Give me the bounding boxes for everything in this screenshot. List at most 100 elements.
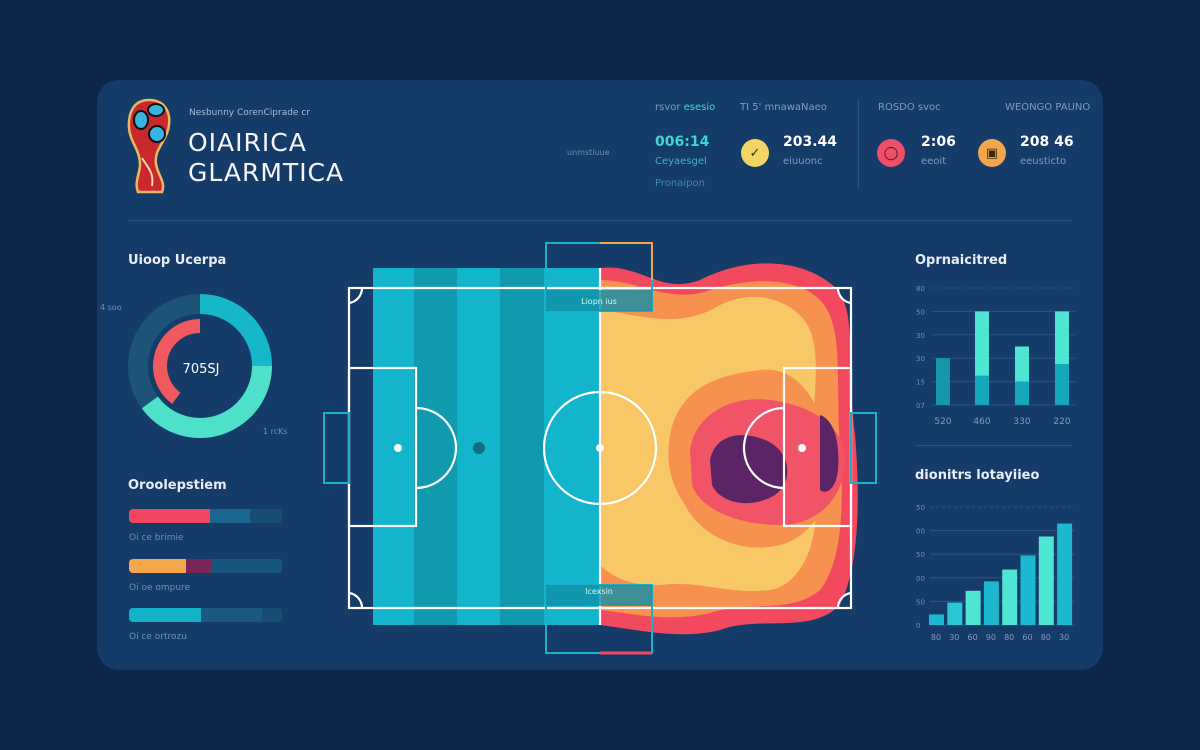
x-tick-label: 80 — [931, 633, 941, 642]
y-tick-label: 07 — [916, 402, 925, 410]
x-tick-label: 80 — [1041, 633, 1051, 642]
trophy-logo — [127, 98, 171, 194]
app-title-line2: GLARMTICA — [188, 158, 345, 187]
progress-segment — [185, 559, 212, 573]
chart2-title: dionitrs lotayiieo — [915, 468, 1040, 483]
pitch-bottom-label: Icexsin — [585, 587, 613, 596]
x-tick-label: 90 — [986, 633, 996, 642]
bar — [965, 590, 981, 625]
progress-segment — [211, 559, 282, 573]
y-tick-label: 50 — [916, 551, 925, 559]
y-tick-label: 50 — [916, 308, 925, 316]
pitch-top-label: Liopn ius — [581, 297, 617, 306]
bar — [1038, 536, 1054, 625]
x-tick-label: 460 — [973, 417, 990, 427]
donut-chart — [128, 294, 272, 438]
stat-sub: eeusticto — [1020, 156, 1067, 167]
x-tick-label: 520 — [934, 417, 951, 427]
x-tick-label: 80 — [1004, 633, 1014, 642]
donut-inner-segment — [153, 319, 247, 413]
x-tick-label: 30 — [949, 633, 959, 642]
center-spot — [596, 444, 604, 452]
y-tick-label: 30 — [916, 355, 925, 363]
stat-label: rsvor esesio — [655, 102, 716, 113]
stat-label: ROSDO svoc — [878, 102, 941, 113]
bar — [1015, 381, 1029, 405]
x-tick-label: 60 — [968, 633, 978, 642]
bar-chart-2: 50 00 50 00 50 0 80 30 60 90 80 60 80 30 — [916, 504, 1075, 642]
pitch-heatmap — [323, 242, 877, 655]
progress-segment — [210, 509, 250, 523]
stat-value: 203.44 — [783, 134, 838, 150]
y-tick-label: 00 — [916, 528, 925, 536]
y-tick-label: 50 — [916, 598, 925, 606]
stat-label: WEONGO PAUNO — [1005, 102, 1091, 113]
bar — [1055, 311, 1069, 365]
bar — [975, 375, 989, 405]
donut-segment — [128, 294, 272, 438]
donut-segment — [128, 294, 272, 438]
donut-center-value: 705SJ — [182, 362, 220, 377]
stat-sub: eeoit — [921, 156, 947, 167]
bar — [1002, 569, 1018, 625]
header-divider — [858, 100, 859, 188]
donut-label-right: 1 rcKs — [263, 427, 288, 436]
stat-label: TI 5' mnawaNaeo — [740, 102, 827, 113]
progress-label: Oi ce brimie — [129, 533, 184, 543]
progress-segment — [262, 608, 282, 622]
x-tick-label: 330 — [1013, 417, 1030, 427]
bar-chart-1: 80 50 30 30 15 07 520 460 330 220 — [916, 285, 1075, 427]
header-rule — [128, 220, 1072, 221]
x-tick-label: 220 — [1053, 417, 1070, 427]
penalty-spot — [394, 444, 402, 452]
y-tick-label: 50 — [916, 504, 925, 512]
penalty-spot — [798, 444, 806, 452]
stat-sub: eiuuonc — [783, 156, 823, 167]
bars-title: Oroolepstiem — [128, 478, 227, 493]
progress-segment — [249, 509, 282, 523]
bag-icon: ▣ — [978, 139, 1006, 167]
donut-title: Uioop Ucerpa — [128, 253, 227, 268]
progress-segment — [200, 608, 263, 622]
tagline: Nesbunny CorenCiprade cr — [189, 108, 310, 118]
bar — [1015, 346, 1029, 382]
stat-value: 2:06 — [921, 134, 956, 150]
y-tick-label: 30 — [916, 332, 925, 340]
progress-segment — [129, 509, 211, 523]
bar — [936, 358, 950, 405]
side-note: unmstiuue — [567, 148, 610, 157]
shield-icon: ◯ — [877, 139, 905, 167]
y-tick-label: 80 — [916, 285, 925, 293]
bar — [929, 614, 944, 625]
stat-value: 006:14 — [655, 134, 710, 150]
progress-label: Oi ce ortrozu — [129, 632, 187, 642]
heatmap-zones — [600, 263, 858, 635]
app-title-line1: OIAIRICA — [188, 128, 307, 157]
donut-label-left: 4 soo — [100, 303, 122, 312]
bar — [1057, 523, 1073, 625]
stat-sub: Ceyaesgel — [655, 156, 707, 167]
progress-segment — [129, 608, 201, 622]
y-tick-label: 00 — [916, 575, 925, 583]
stat-sub2: Pronaipon — [655, 178, 705, 189]
bar — [975, 311, 989, 376]
marker-dot — [473, 442, 485, 454]
progress-bar — [129, 608, 282, 622]
y-tick-label: 0 — [916, 622, 920, 630]
progress-label: Oi oe ompure — [129, 583, 191, 593]
x-tick-label: 30 — [1059, 633, 1069, 642]
check-icon: ✓ — [741, 139, 769, 167]
y-tick-label: 15 — [916, 379, 925, 387]
pitch-stripes — [373, 268, 600, 625]
progress-segment — [129, 559, 186, 573]
chart1-title: Oprnaicitred — [915, 253, 1008, 268]
x-tick-label: 60 — [1022, 633, 1032, 642]
progress-bar — [129, 559, 282, 573]
chart-divider — [915, 445, 1072, 446]
progress-bar — [129, 509, 282, 523]
bar — [1055, 364, 1069, 405]
bar — [1020, 555, 1036, 625]
bar — [983, 581, 999, 625]
bar — [947, 602, 963, 625]
stat-value: 208 46 — [1020, 134, 1074, 150]
